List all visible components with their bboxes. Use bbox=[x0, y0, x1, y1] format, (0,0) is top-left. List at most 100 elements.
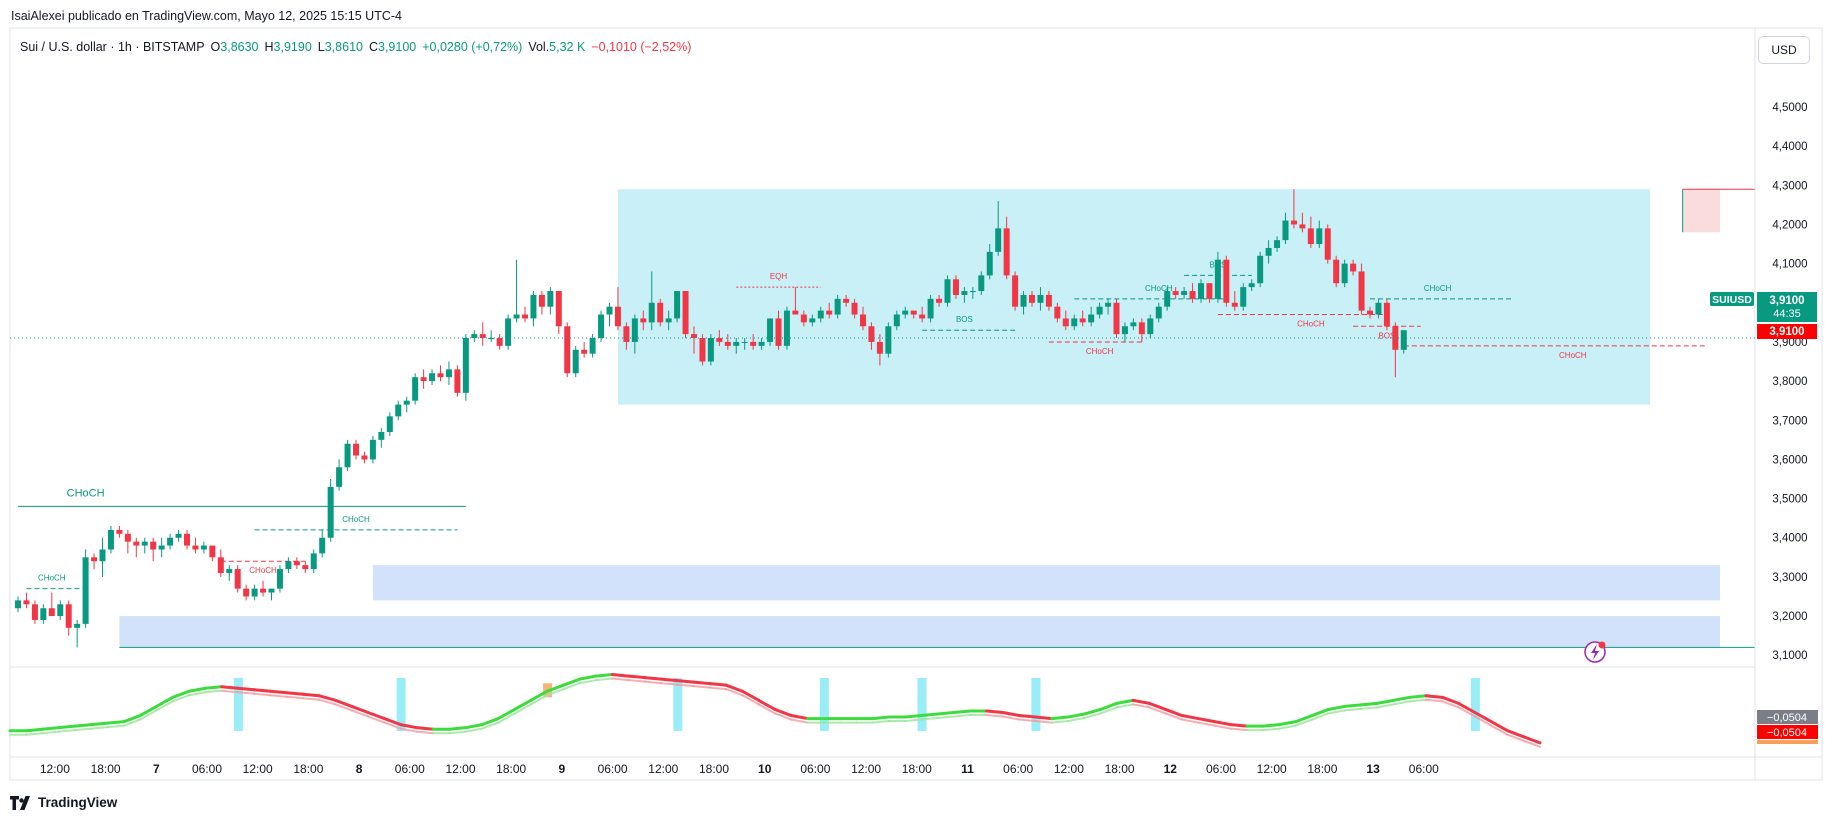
candle-body bbox=[1290, 220, 1297, 225]
supply-zone bbox=[1682, 189, 1720, 233]
candle-body bbox=[327, 486, 334, 538]
candle-body bbox=[1350, 263, 1357, 272]
oscillator-signal bbox=[1034, 720, 1053, 724]
candle-body bbox=[792, 310, 799, 315]
candle-body bbox=[175, 533, 182, 538]
oscillator-segment bbox=[464, 723, 484, 730]
oscillator-signal bbox=[1376, 703, 1395, 709]
oscillator-signal bbox=[122, 718, 142, 727]
candle-body bbox=[1088, 314, 1095, 323]
candle-body bbox=[893, 314, 900, 327]
candle-body bbox=[344, 443, 351, 468]
oscillator-highlight bbox=[233, 678, 243, 731]
time-tick-label: 18:00 bbox=[496, 762, 526, 776]
candle-body bbox=[1054, 306, 1061, 319]
time-tick-label: 06:00 bbox=[192, 762, 222, 776]
candle-body bbox=[107, 529, 114, 550]
candle-body bbox=[437, 373, 444, 378]
oscillator-signal bbox=[904, 718, 923, 723]
oscillator-segment bbox=[724, 683, 744, 693]
oscillator-signal bbox=[1180, 718, 1200, 724]
candle-body bbox=[1240, 287, 1247, 307]
oscillator-signal bbox=[204, 689, 223, 694]
price-tick-label: 3,7000 bbox=[1772, 415, 1807, 427]
candle-body bbox=[445, 369, 452, 378]
oscillator-segment bbox=[350, 704, 370, 714]
candle-body bbox=[302, 565, 309, 570]
candle-body bbox=[775, 318, 782, 346]
candle-body bbox=[623, 326, 630, 342]
candle-body bbox=[1198, 283, 1204, 299]
price-tick-label: 4,5000 bbox=[1772, 102, 1807, 114]
oscillator-signal bbox=[562, 682, 581, 691]
oscillator-segment bbox=[106, 720, 126, 725]
candle-body bbox=[750, 341, 757, 346]
currency-button[interactable]: USD bbox=[1758, 36, 1810, 64]
oscillator-signal bbox=[871, 720, 890, 724]
candle-body bbox=[167, 537, 174, 546]
oscillator-signal bbox=[334, 703, 353, 712]
candle-body bbox=[598, 314, 605, 339]
oscillator-signal bbox=[106, 724, 125, 729]
candle-body bbox=[978, 275, 985, 292]
volume-value: 5,32 K bbox=[549, 40, 586, 54]
oscillator-highlight bbox=[396, 678, 406, 731]
candle-body bbox=[1096, 306, 1103, 315]
oscillator-signal bbox=[481, 721, 500, 730]
candle-body bbox=[589, 338, 596, 354]
price-tick-label: 4,3000 bbox=[1772, 180, 1807, 192]
candle-body bbox=[1333, 259, 1340, 284]
candle-body bbox=[1105, 302, 1112, 307]
oscillator-segment bbox=[936, 711, 956, 716]
oscillator-segment bbox=[1229, 723, 1249, 728]
oscillator-signal bbox=[1018, 718, 1037, 723]
candle-body bbox=[234, 569, 241, 589]
oscillator-signal bbox=[350, 709, 370, 718]
oscillator-signal bbox=[139, 709, 158, 721]
oscillator-segment bbox=[1278, 720, 1298, 727]
time-tick-label: 18:00 bbox=[902, 762, 932, 776]
candle-body bbox=[1079, 318, 1086, 323]
oscillator-segment bbox=[659, 677, 679, 683]
oscillator-segment bbox=[1066, 712, 1086, 719]
candle-body bbox=[31, 604, 38, 620]
oscillator-signal bbox=[546, 688, 565, 697]
time-tick-label: 10 bbox=[758, 762, 772, 776]
candle-body bbox=[310, 553, 317, 570]
candle-body bbox=[606, 306, 613, 315]
oscillator-signal bbox=[383, 721, 402, 730]
candle-body bbox=[1324, 228, 1331, 260]
time-tick-label: 18:00 bbox=[91, 762, 121, 776]
candle-body bbox=[1113, 302, 1120, 335]
candle-body bbox=[91, 557, 98, 562]
oscillator-signal bbox=[1408, 698, 1428, 703]
candle-body bbox=[699, 338, 706, 362]
tradingview-logo[interactable]: TradingView bbox=[10, 795, 117, 810]
oscillator-signal bbox=[1392, 700, 1411, 706]
candle-body bbox=[40, 608, 47, 620]
oscillator-signal bbox=[155, 700, 174, 712]
candle-body bbox=[200, 545, 207, 550]
structure-label-choch: CHoCH bbox=[1559, 351, 1587, 360]
price-tick-label: 3,5000 bbox=[1772, 494, 1807, 506]
oscillator-signal bbox=[627, 679, 646, 683]
high-value: 3,9190 bbox=[273, 40, 312, 54]
candle-body bbox=[1147, 318, 1154, 335]
structure-label-choch: CHoCH bbox=[1086, 347, 1114, 356]
candle-body bbox=[868, 326, 875, 342]
candle-body bbox=[150, 541, 157, 550]
candle-body bbox=[1181, 291, 1188, 295]
candle-body bbox=[1248, 283, 1255, 288]
candle-body bbox=[1029, 294, 1035, 303]
candle-body bbox=[99, 549, 106, 562]
oscillator-segment bbox=[1440, 695, 1461, 705]
oscillator-segment bbox=[415, 726, 435, 731]
oscillator-highlight bbox=[917, 678, 927, 731]
oscillator-signal bbox=[529, 694, 549, 706]
candle-body bbox=[1003, 228, 1010, 276]
oscillator-signal bbox=[220, 689, 239, 694]
candle-body bbox=[564, 326, 571, 374]
oscillator-segment bbox=[561, 677, 582, 687]
